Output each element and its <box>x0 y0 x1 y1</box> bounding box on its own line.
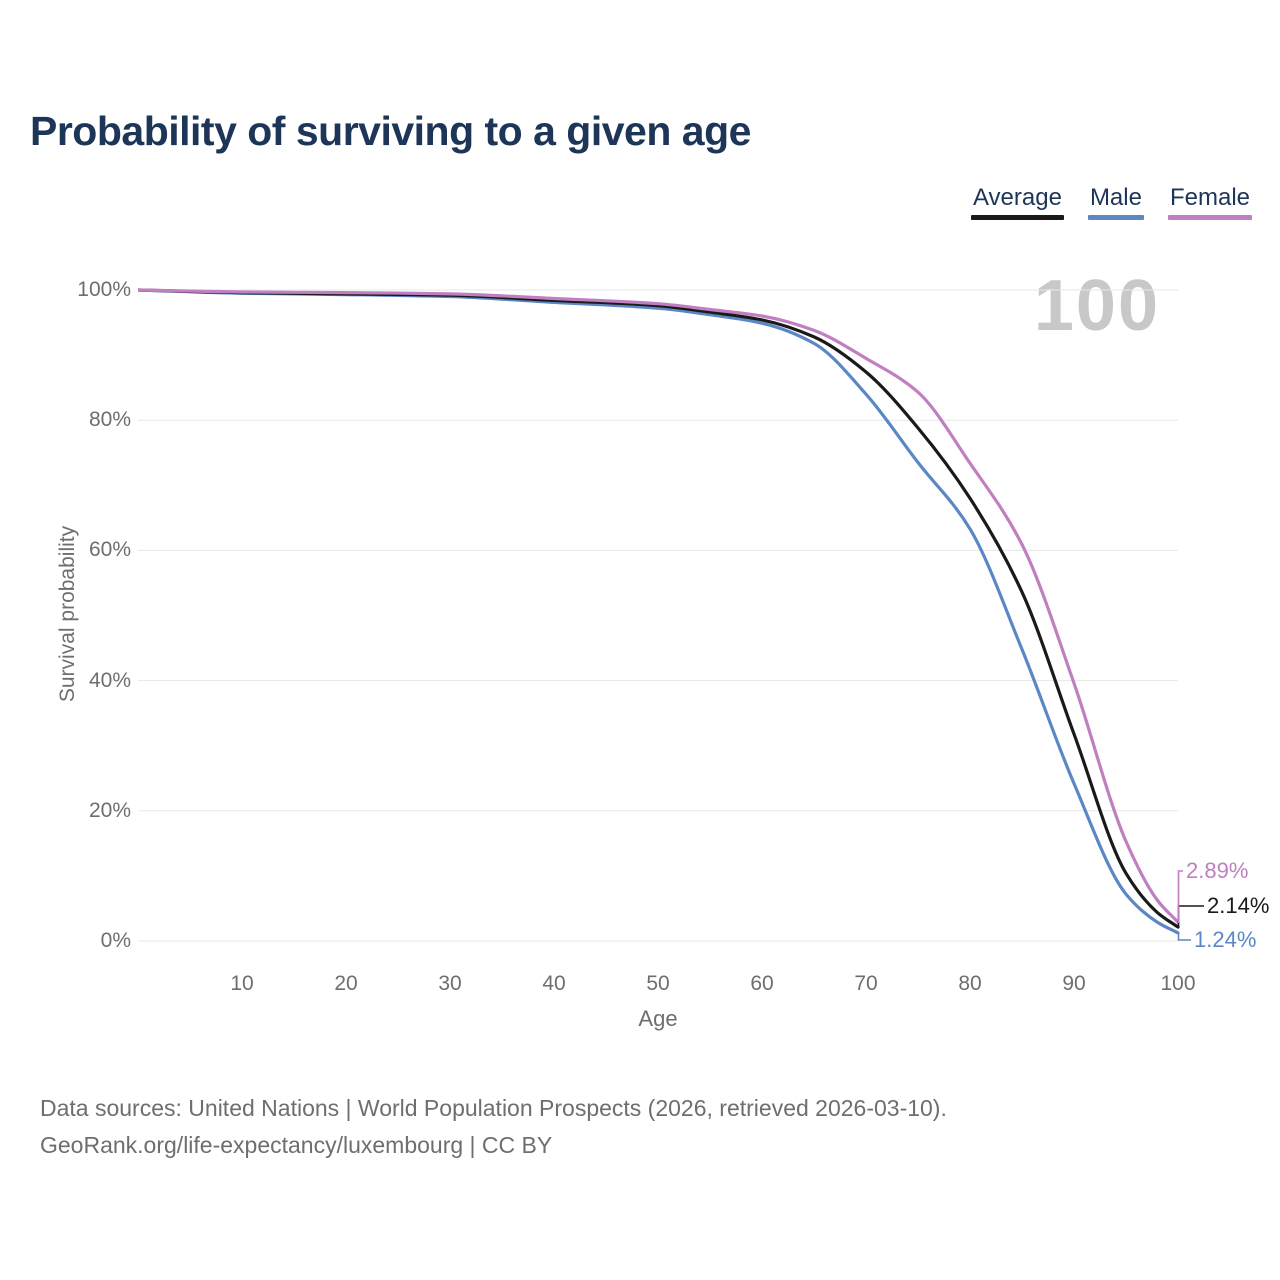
x-tick-label: 90 <box>1062 972 1086 995</box>
connector-male <box>1177 932 1191 941</box>
legend-label-female: Female <box>1169 184 1250 211</box>
curve-male <box>138 288 1180 935</box>
x-tick-label: 30 <box>438 972 462 995</box>
legend-label-male: Male <box>1089 184 1142 211</box>
curve-female <box>138 288 1180 924</box>
y-tick-label: 100% <box>77 278 131 301</box>
y-tick-label: 20% <box>88 798 131 822</box>
x-tick-label: 70 <box>854 972 878 995</box>
gridlines <box>138 289 1178 942</box>
legend: Average Male Female <box>970 184 1252 220</box>
footer-line-1: Data sources: United Nations | World Pop… <box>40 1095 947 1121</box>
series-curves <box>138 288 1180 935</box>
x-tick-label: 50 <box>646 972 670 995</box>
age-watermark: 100 <box>1033 266 1160 346</box>
x-tick-label: 100 <box>1160 972 1196 995</box>
legend-label-average: Average <box>972 184 1062 211</box>
footer-line-2: GeoRank.org/life-expectancy/luxembourg |… <box>40 1132 553 1158</box>
end-value-average: 2.14% <box>1207 893 1270 918</box>
legend-swatch-average <box>970 215 1064 220</box>
legend-item-female[interactable]: Female <box>1167 184 1252 220</box>
x-tick-label: 40 <box>542 972 566 995</box>
legend-swatch-male <box>1087 215 1144 220</box>
legend-swatch-female <box>1167 215 1252 220</box>
legend-item-average[interactable]: Average <box>970 184 1064 220</box>
curve-average <box>138 288 1180 929</box>
end-value-female: 2.89% <box>1186 858 1249 883</box>
y-tick-label: 40% <box>88 668 131 692</box>
y-tick-label: 60% <box>88 538 131 562</box>
x-tick-label: 10 <box>230 972 254 995</box>
y-tick-label: 80% <box>88 408 131 432</box>
x-tick-label: 20 <box>334 972 358 995</box>
end-value-male: 1.24% <box>1194 927 1257 952</box>
data-source-footer: Data sources: United Nations | World Pop… <box>40 1090 947 1164</box>
legend-item-male[interactable]: Male <box>1087 184 1144 220</box>
end-label-connectors <box>1177 870 1204 941</box>
y-tick-label: 0% <box>100 929 131 952</box>
x-tick-label: 60 <box>750 972 774 995</box>
page-title: Probability of surviving to a given age <box>30 108 751 154</box>
connector-average <box>1177 905 1204 928</box>
connector-female <box>1177 870 1183 923</box>
y-axis-title: Survival probability <box>56 525 79 703</box>
x-tick-label: 80 <box>958 972 982 995</box>
x-axis-title: Age <box>638 1006 678 1031</box>
